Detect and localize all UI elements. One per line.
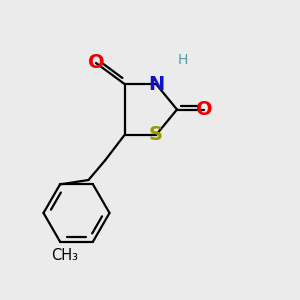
Text: S: S — [149, 125, 163, 145]
Text: O: O — [88, 53, 104, 73]
Text: CH₃: CH₃ — [51, 248, 78, 262]
Text: N: N — [148, 74, 164, 94]
Text: O: O — [196, 100, 212, 119]
Text: H: H — [178, 53, 188, 67]
